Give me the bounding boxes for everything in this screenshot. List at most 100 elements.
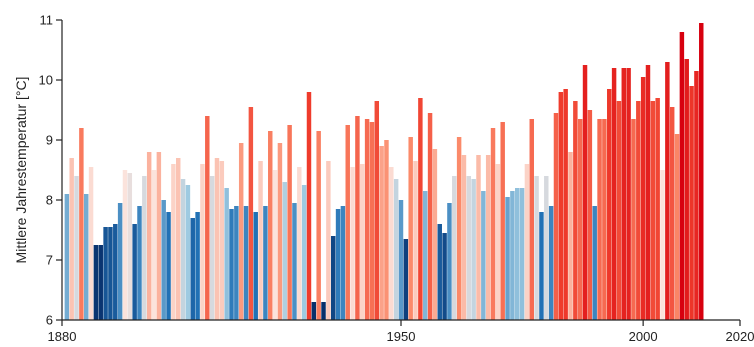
bars-group	[64, 23, 704, 320]
bar-1899	[151, 170, 157, 320]
bar-2009	[684, 59, 689, 320]
bar-1888	[98, 245, 103, 320]
bar-1971	[500, 122, 505, 320]
bar-1917	[238, 143, 244, 320]
bar-1962	[456, 137, 462, 320]
bar-1913	[219, 161, 225, 320]
bar-1999	[636, 101, 641, 320]
bar-1929	[297, 167, 302, 320]
bar-1924	[272, 170, 278, 320]
bar-1903	[171, 164, 176, 320]
y-tick-label: 11	[40, 13, 54, 28]
bar-1963	[461, 155, 467, 320]
bar-1972	[505, 197, 510, 320]
bar-1990	[592, 206, 597, 320]
bar-2007	[674, 134, 680, 320]
bar-1948	[389, 167, 394, 320]
bar-1928	[292, 203, 297, 320]
bar-1935	[326, 161, 331, 320]
bar-1896	[137, 206, 142, 320]
bar-1983	[558, 92, 564, 320]
bar-1997	[626, 68, 631, 320]
bar-1910	[205, 116, 210, 320]
bar-1909	[200, 164, 205, 320]
bar-1918	[243, 206, 249, 320]
bar-2004	[660, 170, 665, 320]
y-tick-label: 7	[46, 253, 53, 268]
bar-1908	[195, 212, 200, 320]
bar-1982	[553, 113, 559, 320]
bar-1986	[573, 101, 578, 320]
bar-1998	[631, 119, 636, 320]
bar-1921	[258, 161, 263, 320]
bar-2005	[665, 62, 670, 320]
bar-1964	[466, 176, 472, 320]
bar-1956	[427, 113, 433, 320]
bar-2012	[699, 23, 704, 320]
bar-1923	[268, 131, 273, 320]
bar-1981	[548, 206, 554, 320]
bar-1889	[103, 227, 108, 320]
bar-1979	[539, 212, 544, 320]
bar-1916	[234, 206, 239, 320]
bar-1940	[350, 167, 355, 320]
bar-1978	[534, 176, 539, 320]
bar-1961	[452, 176, 457, 320]
bar-1907	[190, 218, 195, 320]
bar-1884	[79, 128, 84, 320]
bar-1984	[563, 89, 568, 320]
bar-1943	[364, 119, 370, 320]
bar-2003	[655, 98, 660, 320]
bar-1941	[355, 116, 360, 320]
bar-1919	[248, 107, 254, 320]
y-tick-label: 10	[39, 73, 53, 88]
bar-1942	[360, 164, 365, 320]
bar-1933	[316, 131, 321, 320]
bar-1976	[524, 164, 530, 320]
bar-1944	[369, 122, 375, 320]
bar-1911	[209, 176, 215, 320]
bar-1931	[306, 92, 312, 320]
bar-1996	[621, 68, 626, 320]
bar-2001	[645, 65, 651, 320]
bar-1991	[597, 119, 602, 320]
bar-1959	[442, 233, 447, 320]
bar-1915	[229, 209, 234, 320]
bar-1954	[418, 98, 423, 320]
bar-1890	[108, 227, 113, 320]
bar-1974	[515, 188, 520, 320]
bar-1914	[224, 188, 229, 320]
bar-1927	[287, 125, 292, 320]
bar-1891	[113, 224, 118, 320]
bar-1987	[577, 119, 583, 320]
bar-1912	[214, 158, 220, 320]
bar-1882	[69, 158, 74, 320]
bar-1893	[122, 170, 128, 320]
bar-1937	[335, 209, 341, 320]
bar-1902	[166, 212, 171, 320]
x-tick-label: 1880	[48, 329, 77, 344]
y-axis-ticks: 6 7 8 9 10 11	[39, 13, 62, 328]
bar-1992	[602, 119, 607, 320]
y-axis-title: Mittlere Jahrestemperatur [°C]	[13, 77, 29, 264]
bar-1985	[568, 152, 573, 320]
bar-1994	[611, 68, 617, 320]
bar-1905	[180, 179, 186, 320]
bar-1936	[330, 236, 336, 320]
bar-1977	[529, 119, 534, 320]
bar-1968	[485, 155, 491, 320]
bar-1952	[408, 137, 413, 320]
bar-2002	[650, 101, 656, 320]
bar-1951	[403, 239, 409, 320]
bar-1886	[88, 167, 94, 320]
bar-1930	[301, 185, 307, 320]
y-tick-label: 9	[46, 133, 53, 148]
bar-1966	[476, 155, 481, 320]
bar-1988	[582, 65, 588, 320]
bar-1973	[510, 191, 515, 320]
bar-1932	[311, 302, 317, 320]
bar-2000	[640, 77, 646, 320]
bar-1967	[481, 191, 486, 320]
bar-1946	[379, 146, 384, 320]
